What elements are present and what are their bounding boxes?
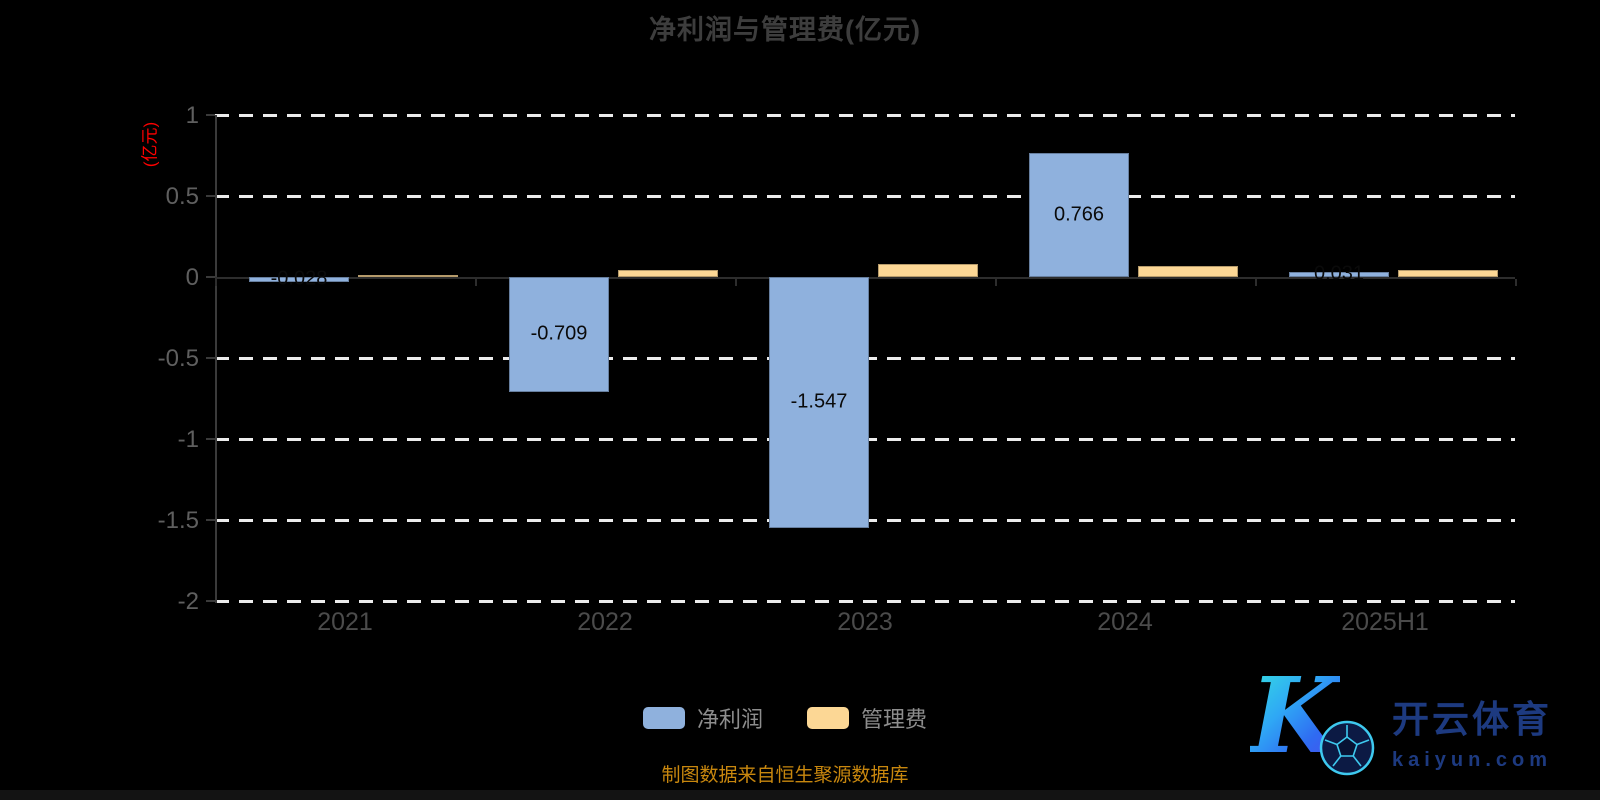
x-axis-tick (1255, 279, 1257, 286)
x-axis-tick (1515, 279, 1517, 286)
x-tick-label-2022: 2022 (577, 608, 633, 636)
bar-mgmt-fee-2022 (618, 269, 718, 277)
chart-title: 净利润与管理费(亿元) (649, 15, 921, 45)
bottom-strip (0, 790, 1600, 800)
x-axis-tick (735, 279, 737, 286)
x-axis-tick (215, 279, 217, 286)
bar-net-profit-2022 (509, 277, 609, 392)
legend-swatch-icon (642, 707, 685, 729)
bar-label-net-profit-2025H1: 0.031 (1313, 262, 1365, 285)
y-axis-tick (206, 114, 215, 116)
soccer-ball-icon (1319, 720, 1375, 776)
legend-item-net-profit[interactable]: 净利润 (642, 702, 763, 734)
x-tick-label-2023: 2023 (837, 608, 893, 636)
bar-net-profit-2021 (249, 277, 349, 282)
x-tick-label-2025H1: 2025H1 (1341, 608, 1429, 636)
kaiyun-watermark: K 开云体育 kaiyun.com (1250, 664, 1552, 783)
legend: 净利润 管理费 (0, 702, 1570, 734)
y-axis-line (215, 115, 217, 603)
y-tick-label: -2 (177, 588, 199, 615)
y-axis-tick (206, 276, 215, 278)
bar-label-net-profit-2023: -1.547 (790, 390, 848, 413)
x-tick-label-2021: 2021 (317, 608, 373, 636)
bar-mgmt-fee-2024 (1138, 265, 1238, 277)
kaiyun-logo-mark: K (1250, 664, 1378, 783)
bar-mgmt-fee-2023 (878, 264, 978, 277)
data-source-note: 制图数据来自恒生聚源数据库 (661, 765, 909, 786)
y-tick-label: 0 (185, 264, 199, 291)
y-axis-tick (206, 195, 215, 197)
bar-net-profit-2023 (769, 277, 869, 528)
gridline (215, 195, 1515, 198)
bar-label-net-profit-2024: 0.766 (1053, 203, 1105, 226)
y-axis-tick (206, 600, 215, 602)
bar-label-net-profit-2021: -0.028 (270, 267, 328, 290)
bar-mgmt-fee-2021 (358, 274, 458, 277)
bar-label-net-profit-2022: -0.709 (530, 322, 588, 345)
legend-swatch-icon (807, 707, 849, 729)
y-axis-tick (206, 519, 215, 521)
y-tick-label: 0.5 (165, 183, 199, 210)
y-tick-label: -1.5 (157, 507, 199, 534)
y-tick-label: -0.5 (157, 345, 199, 372)
x-axis-tick (475, 279, 477, 286)
bar-mgmt-fee-2025H1 (1398, 269, 1498, 277)
legend-item-mgmt-fee[interactable]: 管理费 (807, 702, 927, 734)
bar-net-profit-2025H1 (1289, 271, 1389, 277)
bar-net-profit-2024 (1029, 152, 1129, 277)
kaiyun-domain-text: kaiyun.com (1391, 749, 1552, 771)
legend-label: 净利润 (696, 707, 763, 732)
x-axis-tick (995, 279, 997, 286)
gridline (215, 114, 1515, 117)
y-tick-label: -1 (177, 426, 199, 453)
gridline (215, 600, 1515, 603)
legend-label: 管理费 (861, 707, 928, 732)
kaiyun-wordmark: 开云体育 kaiyun.com (1392, 689, 1552, 772)
kaiyun-cn-text: 开云体育 (1391, 699, 1552, 740)
x-tick-label-2024: 2024 (1097, 608, 1153, 636)
y-tick-label: 1 (185, 102, 199, 129)
y-axis-tick (206, 357, 215, 359)
y-axis-tick (206, 438, 215, 440)
